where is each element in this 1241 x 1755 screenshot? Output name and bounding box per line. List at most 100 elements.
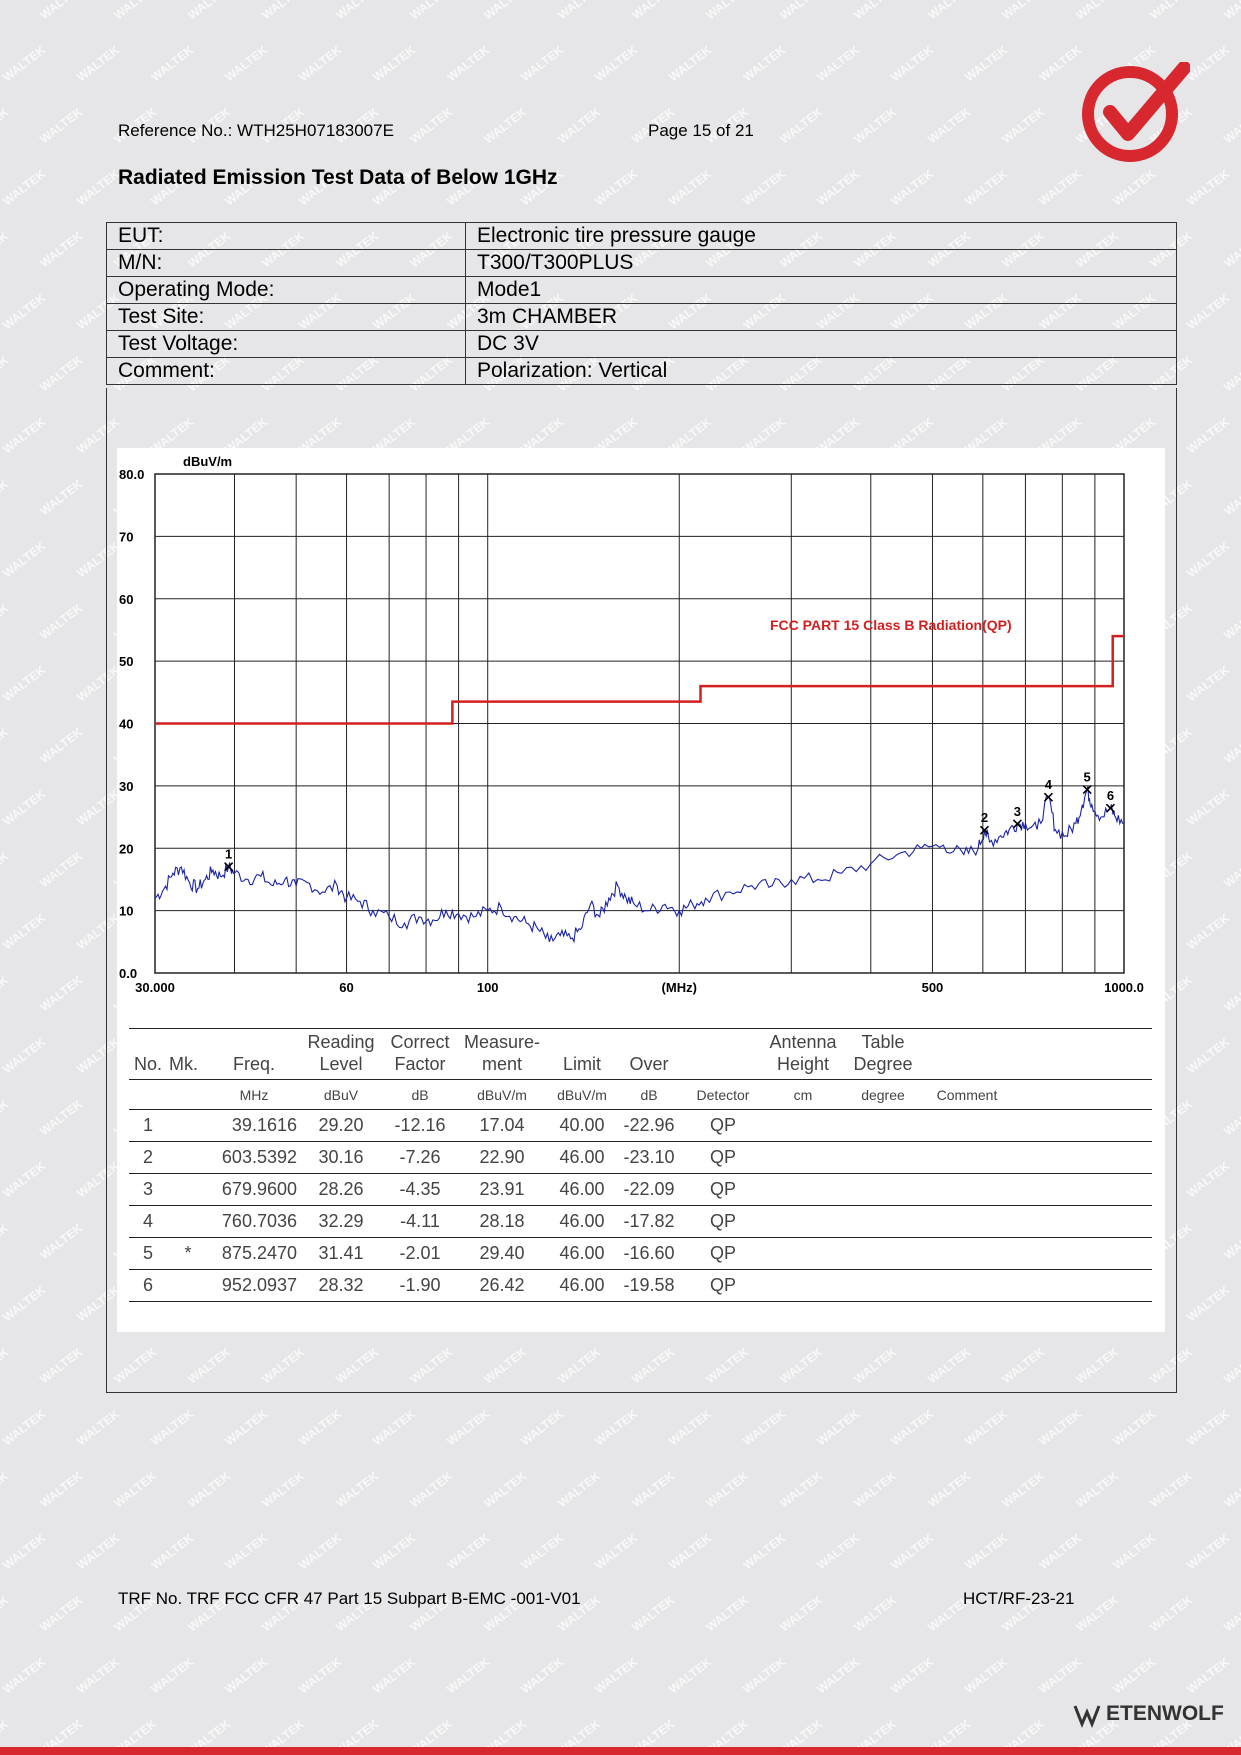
svg-text:WALTEK: WALTEK (666, 166, 714, 208)
svg-text:WALTEK: WALTEK (481, 1468, 529, 1510)
table-row: 3 679.9600 28.26 -4.35 23.91 46.00 -22.09 QP (129, 1173, 1152, 1206)
cell-correct: -4.35 (383, 1173, 457, 1206)
svg-text:WALTEK: WALTEK (1221, 476, 1241, 518)
cell-detector: QP (681, 1173, 765, 1206)
cell-freq: 39.1616 (209, 1109, 299, 1142)
svg-text:WALTEK: WALTEK (370, 1406, 418, 1448)
svg-text:WALTEK: WALTEK (777, 1468, 825, 1510)
svg-text:WALTEK: WALTEK (518, 1406, 566, 1448)
svg-text:WALTEK: WALTEK (185, 1468, 233, 1510)
svg-text:WALTEK: WALTEK (37, 1096, 85, 1138)
svg-text:WALTEK: WALTEK (1184, 910, 1232, 952)
svg-text:WALTEK: WALTEK (0, 1158, 48, 1200)
svg-text:WALTEK: WALTEK (1184, 166, 1232, 208)
cell-freq: 760.7036 (209, 1205, 299, 1238)
svg-text:WALTEK: WALTEK (1221, 600, 1241, 642)
cell-reading: 28.26 (299, 1173, 383, 1206)
svg-text:WALTEK: WALTEK (0, 538, 48, 580)
page-title: Radiated Emission Test Data of Below 1GH… (118, 166, 558, 189)
svg-text:WALTEK: WALTEK (370, 1530, 418, 1572)
marker-x (1105, 803, 1115, 813)
svg-text:WALTEK: WALTEK (1184, 1034, 1232, 1076)
svg-text:WALTEK: WALTEK (148, 1406, 196, 1448)
svg-text:WALTEK: WALTEK (1147, 1592, 1195, 1634)
svg-text:WALTEK: WALTEK (259, 1468, 307, 1510)
svg-text:WALTEK: WALTEK (1221, 1468, 1241, 1510)
svg-text:WALTEK: WALTEK (0, 600, 11, 642)
svg-text:WALTEK: WALTEK (1184, 1282, 1232, 1324)
cell-mk (167, 1109, 209, 1142)
cell-reading: 28.32 (299, 1269, 383, 1302)
svg-text:WALTEK: WALTEK (1221, 724, 1241, 766)
svg-text:WALTEK: WALTEK (1184, 1406, 1232, 1448)
svg-text:WALTEK: WALTEK (703, 1592, 751, 1634)
data-box (106, 388, 1177, 1393)
svg-text:WALTEK: WALTEK (851, 104, 899, 146)
check-circle-logo-icon (1082, 62, 1190, 162)
svg-text:WALTEK: WALTEK (1221, 228, 1241, 270)
svg-text:WALTEK: WALTEK (0, 1406, 48, 1448)
svg-text:WALTEK: WALTEK (592, 1654, 640, 1696)
svg-text:WALTEK: WALTEK (1073, 0, 1121, 22)
emission-chart: 80.0 70 60 50 40 30 20 10 0.0 dBuV/m 30.000 60 100 (M… (119, 454, 1144, 995)
marker-x (1012, 819, 1022, 829)
svg-text:WALTEK: WALTEK (74, 1406, 122, 1448)
marker-x (224, 862, 234, 872)
cell-mk (167, 1173, 209, 1206)
svg-text:WALTEK: WALTEK (0, 1282, 48, 1324)
cell-over: -17.82 (617, 1205, 681, 1238)
svg-text:WALTEK: WALTEK (37, 1220, 85, 1262)
marker-label: 6 (1107, 788, 1114, 803)
cell-limit: 46.00 (547, 1173, 617, 1206)
info-value: Electronic tire pressure gauge (465, 222, 1177, 250)
col-no: No. (129, 1028, 167, 1080)
cell-detector: QP (681, 1269, 765, 1302)
y-tick-label: 30 (119, 779, 133, 794)
svg-text:WALTEK: WALTEK (259, 0, 307, 22)
info-row: M/N: T300/T300PLUS (106, 249, 1177, 277)
svg-text:WALTEK: WALTEK (370, 1654, 418, 1696)
results-header-row: No. Mk. Freq. Reading Level Correct Factor… (129, 1028, 1152, 1080)
svg-text:WALTEK: WALTEK (0, 42, 48, 84)
cell-no: 3 (129, 1173, 167, 1206)
svg-text:WALTEK: WALTEK (1184, 42, 1232, 84)
marker-label: 5 (1084, 770, 1091, 785)
marker-x (979, 825, 990, 835)
svg-text:WALTEK: WALTEK (777, 104, 825, 146)
svg-text:WALTEK: WALTEK (0, 1592, 11, 1634)
cell-mk (167, 1205, 209, 1238)
footer-trf: TRF No. TRF FCC CFR 47 Part 15 Subpart B… (118, 1589, 581, 1608)
cell-over: -19.58 (617, 1269, 681, 1302)
limit-line (155, 634, 1124, 725)
svg-text:WALTEK: WALTEK (0, 1344, 11, 1386)
cell-correct: -2.01 (383, 1237, 457, 1270)
svg-text:WALTEK: WALTEK (592, 1406, 640, 1448)
table-row: 1 39.1616 29.20 -12.16 17.04 40.00 -22.96 QP (129, 1109, 1152, 1142)
svg-text:WALTEK: WALTEK (518, 1654, 566, 1696)
svg-text:WALTEK: WALTEK (851, 1592, 899, 1634)
x-tick-label: 60 (339, 980, 353, 995)
col-freq: Freq. (209, 1028, 299, 1080)
info-value: DC 3V (465, 330, 1177, 358)
svg-text:WALTEK: WALTEK (1036, 1530, 1084, 1572)
cell-limit: 46.00 (547, 1269, 617, 1302)
svg-text:WALTEK: WALTEK (407, 0, 455, 22)
unit-detector: Detector (681, 1079, 765, 1110)
info-label: EUT: (106, 222, 466, 250)
svg-text:WALTEK: WALTEK (0, 290, 48, 332)
svg-text:WALTEK: WALTEK (1184, 662, 1232, 704)
info-label: M/N: (106, 249, 466, 277)
svg-text:WALTEK: WALTEK (666, 42, 714, 84)
svg-text:WALTEK: WALTEK (222, 1406, 270, 1448)
svg-text:WALTEK: WALTEK (0, 352, 11, 394)
col-antenna: Antenna Height (765, 1028, 841, 1080)
svg-text:WALTEK: WALTEK (1184, 414, 1232, 456)
svg-text:WALTEK: WALTEK (740, 1406, 788, 1448)
cell-no: 5 (129, 1237, 167, 1270)
cell-limit: 46.00 (547, 1237, 617, 1270)
cell-measure: 17.04 (457, 1109, 547, 1142)
info-value: Polarization: Vertical (465, 357, 1177, 385)
svg-text:WALTEK: WALTEK (814, 1530, 862, 1572)
svg-text:WALTEK: WALTEK (1221, 1592, 1241, 1634)
info-label: Operating Mode: (106, 276, 466, 304)
